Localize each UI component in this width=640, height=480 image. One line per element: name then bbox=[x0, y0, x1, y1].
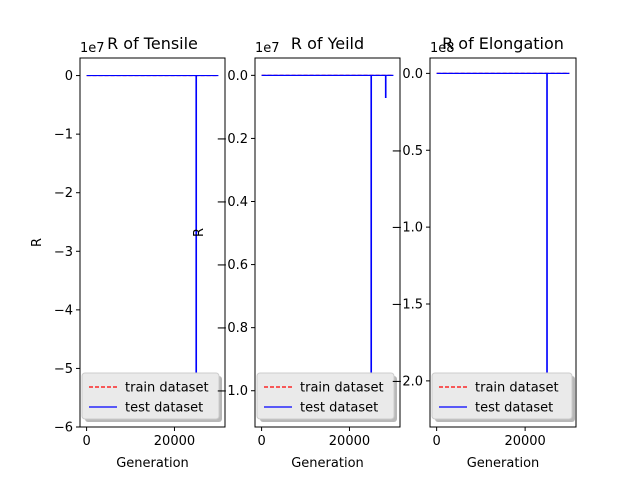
x-axis-label: Generation bbox=[116, 456, 189, 471]
test-legend-label: test dataset bbox=[125, 401, 203, 416]
subplot-1: 0 20000 0 −1 −2 −3 −4 −5 −6 1e7 R of Tensile Genera… bbox=[30, 34, 226, 471]
y-offset-label: 1e7 bbox=[80, 41, 105, 56]
chart-title: R of Elongation bbox=[442, 34, 564, 53]
test-series-line bbox=[86, 74, 219, 378]
y-tick-label: −2 bbox=[54, 186, 73, 201]
test-series-line bbox=[436, 72, 570, 397]
plot-frame bbox=[79, 57, 226, 428]
y-tick-label: −0.8 bbox=[216, 321, 248, 336]
y-offset-label: 1e8 bbox=[430, 41, 455, 56]
x-tick-label: 0 bbox=[82, 434, 90, 449]
plot-frame bbox=[254, 57, 401, 428]
y-tick-label: −0.4 bbox=[216, 195, 248, 210]
legend: train dataset test dataset bbox=[256, 372, 397, 422]
y-tick-label: −5 bbox=[54, 362, 73, 377]
y-tick-label: −1.0 bbox=[391, 221, 423, 236]
test-legend-label: test dataset bbox=[475, 401, 553, 416]
test-legend-label: test dataset bbox=[300, 401, 378, 416]
x-axis-label: Generation bbox=[467, 456, 540, 471]
chart-title: R of Yeild bbox=[291, 34, 364, 53]
y-tick-label: −4 bbox=[54, 303, 73, 318]
y-tick-label: −1 bbox=[54, 128, 73, 143]
chart-title: R of Tensile bbox=[107, 34, 198, 53]
legend: train dataset test dataset bbox=[81, 372, 222, 422]
y-tick-label: −2.0 bbox=[391, 374, 423, 389]
y-tick-label: 0.0 bbox=[402, 67, 423, 82]
y-tick-label: −1.5 bbox=[391, 298, 423, 313]
y-tick-label: −0.2 bbox=[216, 132, 248, 147]
subplot-2: 0 20000 0.0 −0.2 −0.4 −0.6 −0.8 −1.0 1e7 R of Yei… bbox=[192, 34, 401, 471]
x-tick-label: 20000 bbox=[154, 434, 195, 449]
y-tick-label: 0 bbox=[65, 69, 73, 84]
y-tick-label: −6 bbox=[54, 421, 73, 436]
y-tick-label: −1.0 bbox=[216, 384, 248, 399]
x-tick-label: 0 bbox=[432, 434, 440, 449]
plot-frame bbox=[429, 57, 577, 428]
y-axis-label: R bbox=[192, 228, 207, 237]
y-axis-label: R bbox=[30, 238, 45, 247]
train-legend-label: train dataset bbox=[300, 381, 384, 396]
y-tick-label: −0.5 bbox=[391, 144, 423, 159]
y-tick-label: −3 bbox=[54, 245, 73, 260]
x-tick-label: 20000 bbox=[329, 434, 370, 449]
y-tick-label: −0.6 bbox=[216, 258, 248, 273]
x-tick-label: 0 bbox=[257, 434, 265, 449]
train-legend-label: train dataset bbox=[125, 381, 209, 396]
y-offset-label: 1e7 bbox=[255, 41, 280, 56]
y-tick-label: 0.0 bbox=[227, 69, 248, 84]
train-legend-label: train dataset bbox=[475, 381, 559, 396]
x-axis-label: Generation bbox=[291, 456, 364, 471]
x-tick-label: 20000 bbox=[504, 434, 545, 449]
test-series-line bbox=[261, 74, 394, 392]
legend: train dataset test dataset bbox=[431, 372, 575, 422]
